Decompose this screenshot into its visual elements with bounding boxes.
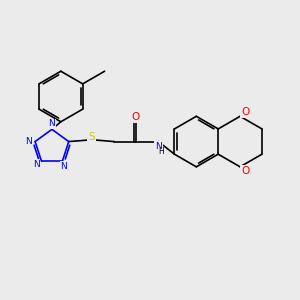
Text: O: O <box>241 107 250 117</box>
Text: H: H <box>158 148 164 157</box>
Text: N: N <box>49 119 55 128</box>
Text: N: N <box>33 160 40 169</box>
Text: N: N <box>60 162 67 171</box>
Text: S: S <box>88 132 95 142</box>
Text: N: N <box>155 142 162 151</box>
Text: O: O <box>132 112 140 122</box>
Text: O: O <box>241 166 250 176</box>
Text: N: N <box>25 137 32 146</box>
